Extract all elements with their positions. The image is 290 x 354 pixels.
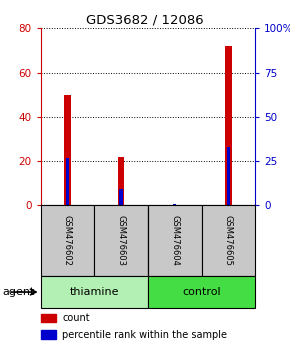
Bar bbox=[227, 147, 230, 205]
Text: GSM476604: GSM476604 bbox=[170, 215, 179, 266]
Text: percentile rank within the sample: percentile rank within the sample bbox=[62, 330, 227, 339]
Text: GSM476602: GSM476602 bbox=[63, 215, 72, 266]
Bar bbox=[41, 205, 94, 276]
Bar bbox=[41, 276, 148, 308]
Text: control: control bbox=[182, 287, 221, 297]
Bar bbox=[41, 330, 56, 339]
Bar bbox=[64, 95, 71, 205]
Text: GSM476603: GSM476603 bbox=[117, 215, 126, 266]
Bar bbox=[225, 46, 232, 205]
Bar bbox=[66, 158, 69, 205]
Bar bbox=[148, 205, 202, 276]
Bar bbox=[94, 205, 148, 276]
Bar bbox=[202, 205, 255, 276]
Text: count: count bbox=[62, 313, 90, 323]
Bar bbox=[118, 156, 124, 205]
Text: GSM476605: GSM476605 bbox=[224, 215, 233, 266]
Bar bbox=[119, 189, 123, 205]
Bar bbox=[173, 204, 176, 205]
Text: thiamine: thiamine bbox=[70, 287, 119, 297]
Bar bbox=[148, 276, 255, 308]
Text: agent: agent bbox=[2, 287, 35, 297]
Bar bbox=[41, 314, 56, 322]
Text: GDS3682 / 12086: GDS3682 / 12086 bbox=[86, 13, 204, 27]
